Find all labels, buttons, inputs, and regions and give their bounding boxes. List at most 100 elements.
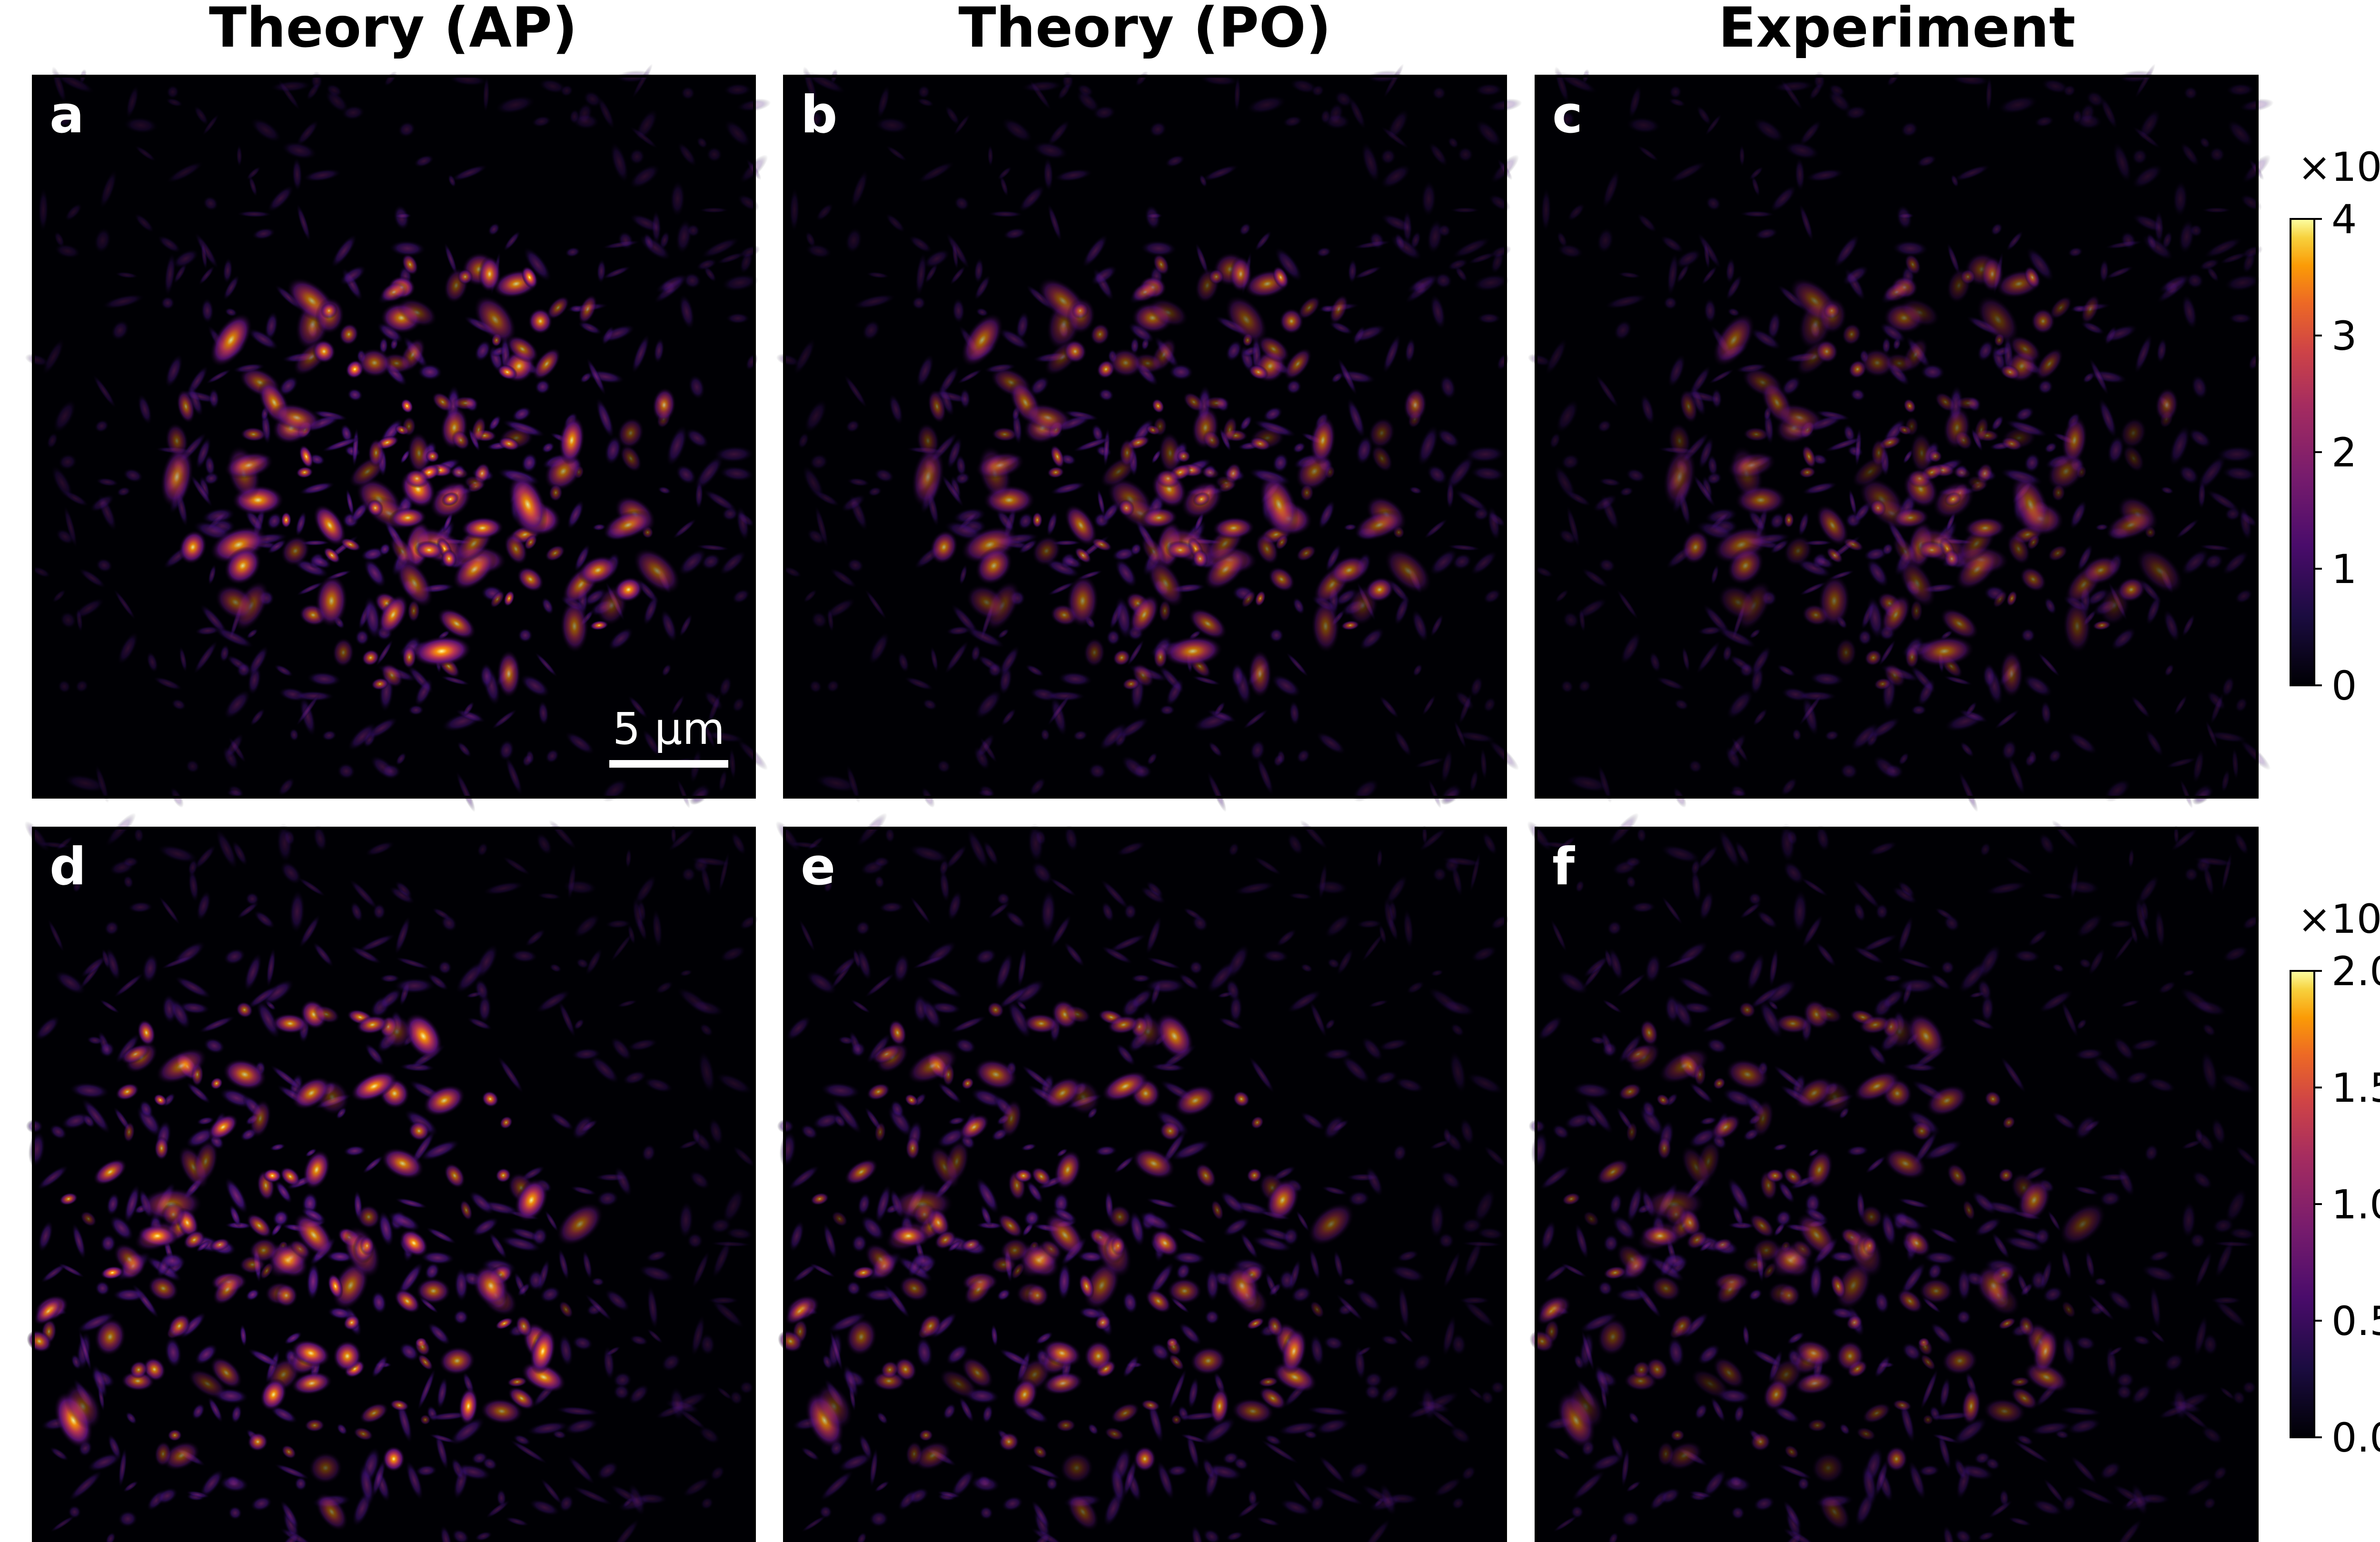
hotspot <box>1153 645 1168 669</box>
speckle <box>1438 1232 1455 1249</box>
hotspot <box>303 1150 331 1190</box>
speckle <box>1977 339 1994 362</box>
hotspot <box>1311 599 1340 653</box>
speckle <box>1883 763 1904 779</box>
speckle <box>1706 472 1723 485</box>
speckle <box>50 1515 76 1532</box>
hotspot <box>210 1077 223 1090</box>
speckle <box>455 1463 492 1481</box>
speckle <box>715 1072 754 1095</box>
speckle <box>953 196 970 211</box>
hotspot <box>327 1273 344 1299</box>
hotspot <box>271 403 322 433</box>
speckle <box>1468 252 1497 265</box>
speckle <box>536 832 553 856</box>
speckle <box>1625 468 1646 483</box>
speckle <box>1032 141 1069 160</box>
speckle <box>186 1490 210 1499</box>
speckle <box>809 679 823 694</box>
speckle <box>116 486 131 497</box>
speckle <box>953 113 971 136</box>
speckle <box>641 1144 656 1162</box>
hotspot <box>478 256 501 292</box>
speckle <box>1050 482 1087 495</box>
speckle <box>629 1334 649 1346</box>
speckle <box>2191 374 2208 400</box>
hotspot <box>432 392 454 412</box>
speckle <box>1628 84 1642 119</box>
hotspot <box>1280 1328 1307 1375</box>
speckle <box>482 1457 498 1471</box>
speckle <box>527 1269 545 1292</box>
speckle <box>585 948 603 976</box>
speckle <box>115 271 139 279</box>
hotspot <box>359 1403 389 1424</box>
speckle <box>645 1250 668 1262</box>
speckle <box>957 368 983 385</box>
speckle <box>1466 1072 1505 1095</box>
speckle <box>2063 84 2076 97</box>
speckle <box>884 827 895 843</box>
speckle <box>2040 700 2052 726</box>
hotspot <box>504 533 528 565</box>
speckle <box>413 154 435 168</box>
speckle <box>995 508 1015 534</box>
speckle <box>165 354 183 388</box>
speckle <box>1411 609 1429 643</box>
hotspot <box>1140 1399 1160 1412</box>
speckle <box>1451 237 1492 259</box>
hotspot <box>1823 302 1841 319</box>
speckle <box>1392 1144 1408 1162</box>
speckle <box>1710 564 1719 585</box>
speckle <box>955 454 967 477</box>
column-title-experiment: Experiment <box>1718 0 2075 60</box>
hotspot <box>1663 445 1696 508</box>
speckle <box>691 1127 701 1144</box>
hotspot <box>1064 504 1098 546</box>
speckle <box>509 1439 548 1464</box>
speckle <box>1393 729 1412 758</box>
speckle <box>892 953 910 984</box>
speckle <box>947 1116 966 1126</box>
speckle <box>627 695 648 719</box>
hotspot <box>1042 1339 1082 1367</box>
speckle <box>1898 752 1910 766</box>
speckle <box>298 482 336 495</box>
speckle <box>243 952 262 992</box>
hotspot <box>382 1446 406 1472</box>
speckle <box>907 1487 930 1505</box>
speckle <box>1191 1525 1204 1542</box>
hotspot <box>381 1147 425 1180</box>
speckle <box>1866 558 1889 588</box>
speckle <box>646 1328 664 1344</box>
speckle <box>2154 210 2164 245</box>
hotspot <box>188 1368 227 1399</box>
speckle <box>440 914 457 932</box>
speckle <box>558 1334 574 1367</box>
speckle <box>696 136 708 149</box>
hotspot <box>1907 469 1932 489</box>
speckle <box>324 89 349 113</box>
hotspot <box>451 430 470 451</box>
speckle <box>1910 704 1927 716</box>
hotspot <box>620 445 642 473</box>
speckle <box>1637 145 1659 162</box>
hotspot <box>959 1114 990 1140</box>
speckle <box>487 222 500 236</box>
speckle <box>157 844 198 863</box>
speckle <box>376 639 394 667</box>
speckle <box>1286 989 1322 1013</box>
hotspot <box>1860 348 1895 378</box>
speckle <box>294 1476 307 1491</box>
speckle <box>1320 109 1331 125</box>
speckle <box>823 1223 837 1260</box>
speckle <box>1469 769 1479 793</box>
speckle <box>1997 95 2039 115</box>
speckle <box>1225 979 1241 1002</box>
speckle <box>1487 505 1501 542</box>
speckle <box>1451 863 1463 897</box>
hotspot <box>167 1429 182 1442</box>
speckle <box>1164 154 1186 168</box>
speckle <box>803 589 818 603</box>
speckle <box>1753 117 1785 143</box>
